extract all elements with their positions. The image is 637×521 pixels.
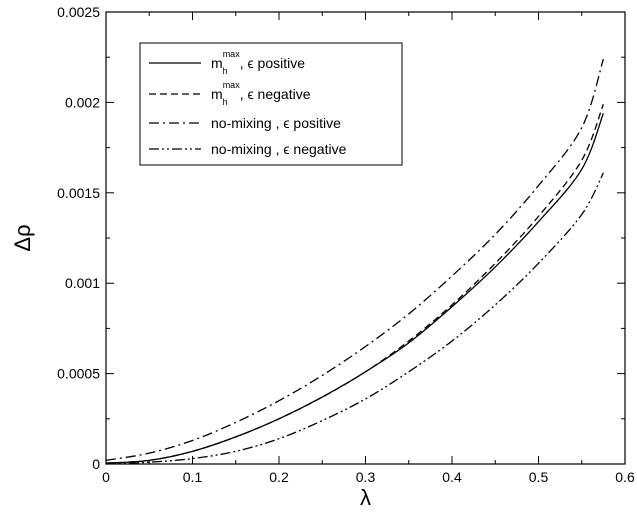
tick-labels: 0 0.1 0.2 0.3 0.4 0.5 0.6 0 0.0005 0.001 0.0015 0.0… (57, 4, 635, 485)
legend: mhmax, ϵ positive mhmax, ϵ negative no-mix… (139, 42, 403, 166)
x-axis-title: λ (360, 485, 371, 510)
y-tick-label: 0.0015 (57, 185, 100, 201)
y-tick-label: 0 (92, 456, 100, 472)
legend-label-1: mhmax, ϵ positive (211, 49, 305, 76)
x-tick-label: 0.3 (356, 469, 376, 485)
x-tick-label: 0.4 (442, 469, 462, 485)
axis-ticks (105, 11, 626, 465)
x-tick-label: 0.2 (269, 469, 289, 485)
legend-label-4: no-mixing , ϵ negative (211, 141, 347, 157)
y-tick-label: 0.0005 (57, 366, 100, 382)
y-tick-label: 0.002 (65, 94, 100, 110)
series-line-3 (105, 58, 604, 462)
x-tick-label: 0 (102, 469, 110, 485)
y-tick-label: 0.0025 (57, 4, 100, 20)
x-tick-label: 0.5 (529, 469, 549, 485)
series-line-1 (105, 113, 604, 464)
x-tick-label: 0.6 (615, 469, 635, 485)
series-lines (105, 58, 604, 465)
y-axis-title: Δρ (10, 224, 35, 251)
x-tick-label: 0.1 (183, 469, 203, 485)
legend-label-2: mhmax, ϵ negative (211, 80, 311, 107)
legend-label-3: no-mixing , ϵ positive (211, 115, 341, 131)
series-line-4 (105, 172, 604, 465)
y-tick-label: 0.001 (65, 275, 100, 291)
series-line-2 (105, 103, 604, 464)
